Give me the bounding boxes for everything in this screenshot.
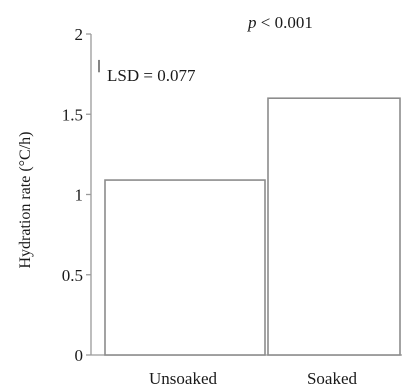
y-ticks: 0 0.5 1 1.5 2 (62, 25, 91, 365)
y-tick-label-4: 2 (75, 25, 84, 44)
bar-soaked (267, 97, 401, 356)
y-tick-label-0: 0 (75, 346, 84, 365)
p-symbol: p (247, 13, 257, 32)
y-tick-label-1: 0.5 (62, 266, 83, 285)
category-labels: Unsoaked Soaked (149, 369, 358, 387)
category-label-unsoaked: Unsoaked (149, 369, 217, 387)
bars-group (104, 97, 401, 356)
bar-unsoaked (104, 179, 266, 356)
category-label-soaked: Soaked (307, 369, 358, 387)
y-tick-label-2: 1 (75, 186, 84, 205)
y-axis-title: Hydration rate (°C/h) (17, 131, 34, 268)
lsd-label: LSD = 0.077 (107, 66, 196, 85)
p-threshold: < 0.001 (257, 13, 313, 32)
p-value-annotation: p < 0.001 (247, 13, 313, 32)
y-tick-label-3: 1.5 (62, 105, 83, 124)
